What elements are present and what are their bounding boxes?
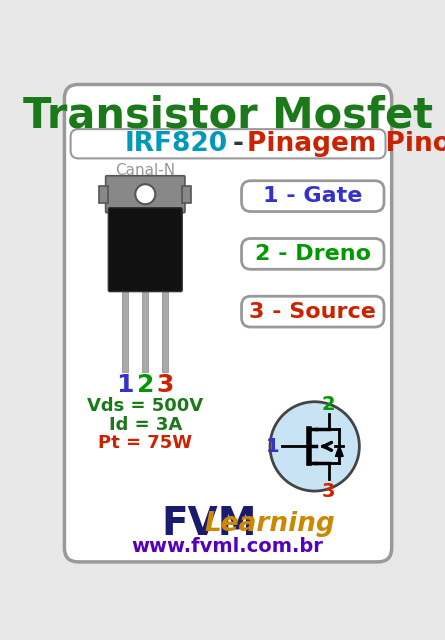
Text: Id = 3A: Id = 3A [109,416,182,434]
Polygon shape [336,445,343,456]
Text: 2 - Dreno: 2 - Dreno [255,244,371,264]
Text: 3: 3 [157,372,174,397]
Bar [99,186,108,203]
Text: 2: 2 [322,394,336,413]
Bar [122,288,128,372]
Text: 2: 2 [137,372,154,397]
FancyBboxPatch shape [242,239,384,269]
Text: Pinagem Pinout: Pinagem Pinout [247,131,445,157]
FancyBboxPatch shape [65,84,392,562]
Text: 1: 1 [117,372,134,397]
Bar [182,186,191,203]
Text: 1 - Gate: 1 - Gate [263,186,362,206]
Text: IRF820: IRF820 [125,131,228,157]
Text: Learning: Learning [205,511,336,537]
Text: -: - [232,131,243,157]
Text: www.fvml.com.br: www.fvml.com.br [132,537,324,556]
FancyBboxPatch shape [105,176,185,212]
Text: Canal-N: Canal-N [115,163,175,178]
Text: 3: 3 [322,481,335,500]
Text: 1: 1 [266,437,279,456]
Text: 3 - Source: 3 - Source [249,301,376,322]
Text: Transistor Mosfet: Transistor Mosfet [23,94,433,136]
Circle shape [270,402,360,491]
Text: Vds = 500V: Vds = 500V [87,397,203,415]
Bar [162,288,168,372]
Text: FVM: FVM [162,505,257,543]
FancyBboxPatch shape [242,180,384,212]
FancyBboxPatch shape [242,296,384,327]
FancyBboxPatch shape [108,208,182,292]
FancyBboxPatch shape [71,129,385,159]
Circle shape [135,184,155,204]
Bar [142,288,148,372]
Text: Pt = 75W: Pt = 75W [98,435,192,452]
